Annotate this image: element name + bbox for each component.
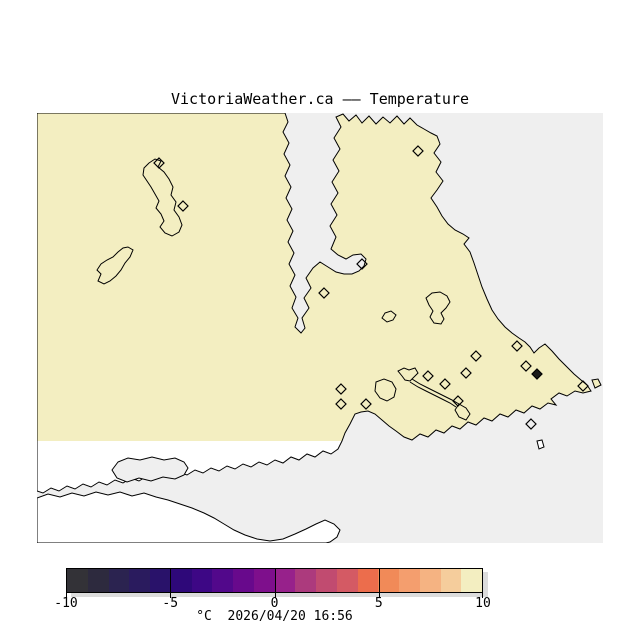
colorbar-segment: [150, 569, 171, 592]
colorbar-segment: [87, 569, 109, 592]
esquimalt-harbour-outline: [374, 378, 397, 402]
station-marker[interactable]: [511, 340, 523, 352]
colorbar-segment: [378, 569, 399, 592]
colorbar-tick: [170, 568, 172, 598]
colorbar-tick-label: 10: [475, 596, 491, 611]
colorbar-tick-label: -10: [54, 596, 78, 611]
station-markers: [153, 145, 589, 430]
station-marker[interactable]: [439, 378, 451, 390]
lake-outline: [142, 158, 183, 237]
station-marker[interactable]: [318, 287, 330, 299]
gorge-waterway-2: [409, 381, 457, 408]
colorbar-segment: [357, 569, 379, 592]
map-canvas: [37, 113, 603, 543]
station-marker[interactable]: [412, 145, 424, 157]
colorbar-segment: [461, 569, 482, 592]
colorbar-caption: °C 2026/04/20 16:56: [196, 609, 353, 624]
colorbar-tick: [378, 568, 380, 598]
lake-outline: [96, 246, 134, 285]
colorbar-tick-label: 5: [374, 596, 383, 611]
colorbar-segment: [399, 569, 420, 592]
station-marker[interactable]: [177, 200, 189, 212]
station-marker[interactable]: [356, 258, 368, 270]
islet: [536, 439, 545, 450]
colorbar-segment: [129, 569, 150, 592]
colorbar-segment: [191, 569, 213, 592]
royal-roads-bay: [111, 456, 189, 483]
page-title: VictoriaWeather.ca —— Temperature: [170, 90, 469, 108]
portage-inlet-outline: [397, 367, 419, 382]
station-marker[interactable]: [470, 350, 482, 362]
station-marker[interactable]: [460, 367, 472, 379]
colorbar: -10 -5 0 5 10 °C 2026/04/20 16:56: [54, 568, 491, 624]
colorbar-segment: [253, 569, 275, 592]
station-marker[interactable]: [531, 368, 543, 380]
colorbar-tick: [482, 568, 483, 598]
gorge-waterway: [411, 378, 460, 405]
station-marker[interactable]: [520, 360, 532, 372]
station-marker[interactable]: [360, 398, 372, 410]
colorbar-segment: [440, 569, 462, 592]
colorbar-segment: [316, 569, 337, 592]
colorbar-tick-label: -5: [162, 596, 179, 611]
colorbar-segment: [419, 569, 441, 592]
colorbar-tick-label: 0: [270, 596, 279, 611]
station-marker[interactable]: [335, 383, 347, 395]
colorbar-segment: [233, 569, 254, 592]
station-marker[interactable]: [422, 370, 434, 382]
station-marker[interactable]: [525, 418, 537, 430]
weather-map: [37, 113, 603, 543]
colorbar-segment: [212, 569, 233, 592]
islet: [591, 378, 602, 389]
station-marker[interactable]: [577, 380, 589, 392]
colorbar-segment: [274, 569, 296, 592]
colorbar-segment: [108, 569, 130, 592]
station-marker[interactable]: [335, 398, 347, 410]
colorbar-segment: [67, 569, 88, 592]
colorbar-tick: [66, 568, 67, 598]
lake-outline: [425, 291, 451, 325]
station-marker[interactable]: [153, 157, 165, 169]
colorbar-segment: [336, 569, 358, 592]
colorbar-segment: [170, 569, 192, 592]
colorbar-segment: [295, 569, 316, 592]
lakes: [96, 158, 451, 325]
station-marker[interactable]: [452, 395, 464, 407]
victoria-harbour-outline: [454, 403, 471, 421]
colorbar-tick: [274, 568, 276, 598]
lake-outline: [381, 310, 397, 323]
